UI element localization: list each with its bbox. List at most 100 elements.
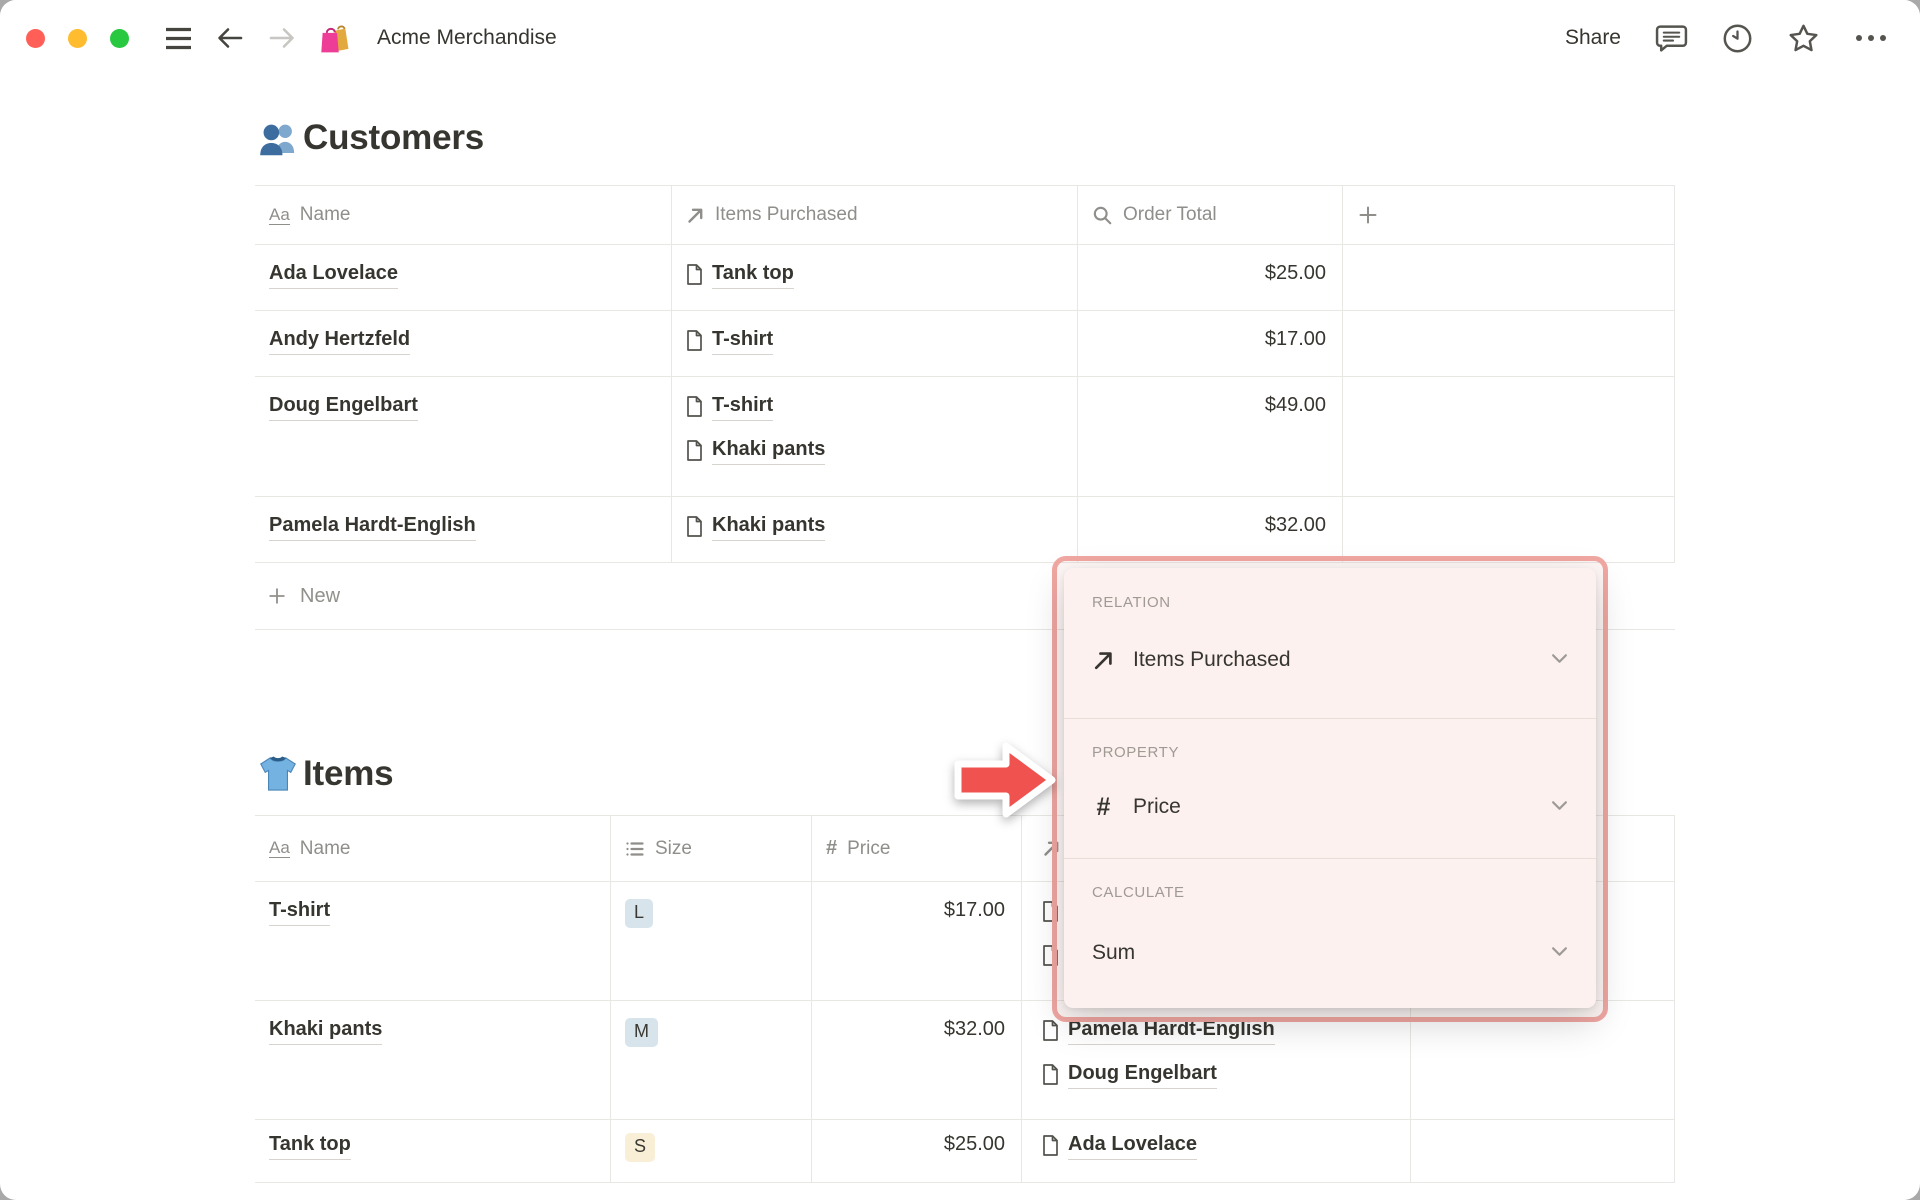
cell-order-total[interactable]: $17.00: [1078, 311, 1343, 376]
page-icon: [687, 516, 702, 537]
cell-empty[interactable]: [1343, 377, 1675, 496]
comments-icon[interactable]: [1655, 23, 1688, 54]
traffic-lights: [26, 28, 129, 48]
table-row: Doug Engelbart T-shirt Khaki pants $49.0…: [255, 377, 1675, 497]
column-header-name[interactable]: Aa Name: [255, 816, 611, 881]
cell-items-purchased[interactable]: T-shirt: [672, 311, 1078, 376]
hamburger-menu-icon[interactable]: [163, 25, 194, 52]
busts-emoji-icon: [260, 124, 295, 156]
cell-empty[interactable]: [1343, 497, 1675, 562]
relation-icon: [688, 208, 703, 223]
page-icon: [1043, 1020, 1058, 1041]
cell-price[interactable]: $32.00: [812, 1001, 1022, 1119]
cell-name[interactable]: Ada Lovelace: [255, 245, 672, 310]
plus-icon: [269, 588, 285, 604]
page-title: Acme Merchandise: [377, 26, 557, 49]
cell-size[interactable]: M: [611, 1001, 812, 1119]
column-header-size[interactable]: Size: [611, 816, 812, 881]
new-row-button[interactable]: New: [255, 563, 1675, 630]
customers-heading-label: Customers: [303, 118, 485, 157]
page-icon: [1043, 1064, 1058, 1085]
divider: [1064, 718, 1596, 719]
cell-name[interactable]: Tank top: [255, 1120, 611, 1182]
minimize-window-button[interactable]: [68, 28, 87, 48]
number-icon: #: [1096, 792, 1111, 821]
items-table: Aa Name Size # Price T-shirt L $17.00: [255, 815, 1675, 1183]
column-header-price[interactable]: # Price: [812, 816, 1022, 881]
tshirt-emoji-icon: [260, 756, 296, 791]
cell-order-total[interactable]: $49.00: [1078, 377, 1343, 496]
cell-items-purchased[interactable]: T-shirt Khaki pants: [672, 377, 1078, 496]
size-tag[interactable]: S: [625, 1133, 656, 1162]
customers-heading: Customers: [258, 112, 484, 164]
column-header-order-total[interactable]: Order Total: [1078, 186, 1343, 244]
size-tag[interactable]: M: [625, 1018, 658, 1047]
cell-name[interactable]: Andy Hertzfeld: [255, 311, 672, 376]
forward-arrow-icon[interactable]: [266, 23, 298, 53]
table-row: Khaki pants M $32.00 Pamela Hardt-Englis…: [255, 1001, 1675, 1120]
titlebar: Acme Merchandise Share: [0, 0, 1920, 76]
close-window-button[interactable]: [26, 28, 45, 48]
relation-icon: [1094, 651, 1112, 669]
property-dropdown[interactable]: # Price: [1092, 786, 1578, 828]
page-icon: [687, 264, 702, 285]
share-button[interactable]: Share: [1564, 26, 1621, 49]
cell-name[interactable]: Doug Engelbart: [255, 377, 672, 496]
more-options-icon[interactable]: [1854, 32, 1888, 44]
table-row: Andy Hertzfeld T-shirt $17.00: [255, 311, 1675, 377]
table-row: Ada Lovelace Tank top $25.00: [255, 245, 1675, 311]
cell-size[interactable]: S: [611, 1120, 812, 1182]
cell-size[interactable]: L: [611, 882, 812, 1000]
relation-section-label: RELATION: [1092, 594, 1171, 611]
calculate-dropdown[interactable]: Sum: [1092, 932, 1578, 974]
cell-empty[interactable]: [1411, 1120, 1675, 1182]
customers-table: Aa Name Items Purchased Order Total Ada …: [255, 185, 1675, 630]
plus-icon: [1359, 206, 1377, 224]
table-row: T-shirt L $17.00: [255, 882, 1675, 1001]
add-property-button[interactable]: [1343, 186, 1675, 244]
cell-price[interactable]: $25.00: [812, 1120, 1022, 1182]
cell-price[interactable]: $17.00: [812, 882, 1022, 1000]
cell-order-total[interactable]: $25.00: [1078, 245, 1343, 310]
page-icon: [687, 396, 702, 417]
cell-empty[interactable]: [1343, 311, 1675, 376]
size-tag[interactable]: L: [625, 899, 654, 928]
red-right-arrow-annotation: [954, 742, 1056, 818]
column-header-name[interactable]: Aa Name: [255, 186, 672, 244]
cell-empty[interactable]: [1343, 245, 1675, 310]
column-header-items-purchased[interactable]: Items Purchased: [672, 186, 1078, 244]
items-heading-label: Items: [303, 754, 394, 793]
table-row: Pamela Hardt-English Khaki pants $32.00: [255, 497, 1675, 563]
zoom-window-button[interactable]: [110, 28, 129, 48]
cell-name[interactable]: Khaki pants: [255, 1001, 611, 1119]
page-icon: [1043, 1135, 1058, 1156]
chevron-down-icon: [1551, 944, 1578, 962]
calculate-section-label: CALCULATE: [1092, 884, 1185, 901]
items-heading: Items: [258, 748, 394, 800]
rollup-config-popup: RELATION Items Purchased PROPERTY # Pric…: [1064, 568, 1596, 1008]
rollup-search-icon: [1093, 206, 1112, 224]
column-header-extra[interactable]: [1411, 816, 1675, 881]
cell-items-purchased[interactable]: Khaki pants: [672, 497, 1078, 562]
number-icon: #: [826, 837, 838, 859]
page-icon: [687, 440, 702, 461]
cell-name[interactable]: Pamela Hardt-English: [255, 497, 672, 562]
cell-empty[interactable]: [1411, 1001, 1675, 1119]
property-section-label: PROPERTY: [1092, 744, 1180, 761]
text-icon: Aa: [269, 204, 290, 225]
cell-order-total[interactable]: $32.00: [1078, 497, 1343, 562]
cell-customers[interactable]: Ada Lovelace: [1022, 1120, 1411, 1182]
items-table-header: Aa Name Size # Price: [255, 815, 1675, 882]
page-icon: [687, 330, 702, 351]
text-icon: Aa: [269, 838, 290, 858]
divider: [1064, 858, 1596, 859]
cell-items-purchased[interactable]: Tank top: [672, 245, 1078, 310]
favorite-star-icon[interactable]: [1787, 22, 1820, 55]
chevron-down-icon: [1551, 651, 1578, 669]
back-arrow-icon[interactable]: [214, 23, 246, 53]
history-clock-icon[interactable]: [1722, 23, 1753, 54]
cell-name[interactable]: T-shirt: [255, 882, 611, 1000]
cell-empty[interactable]: [1411, 882, 1675, 1000]
relation-dropdown[interactable]: Items Purchased: [1092, 639, 1578, 681]
cell-customers[interactable]: Pamela Hardt-English Doug Engelbart: [1022, 1001, 1411, 1119]
